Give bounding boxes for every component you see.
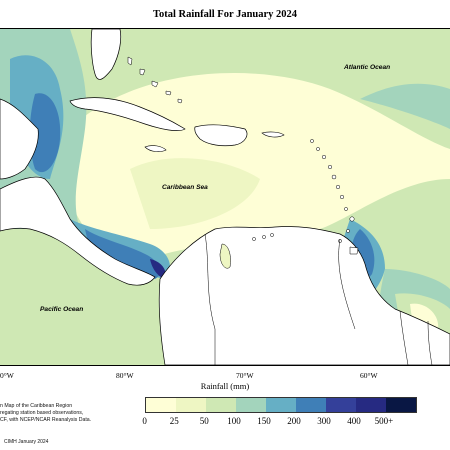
bahamas-islands <box>127 56 183 104</box>
puerto-rico-land <box>261 131 285 138</box>
lesser-antilles-islands <box>252 139 359 255</box>
map-caption: n Map of the Caribbean Region regating s… <box>0 403 120 424</box>
legend-label: 200 <box>287 416 301 426</box>
cuba-land <box>69 97 186 131</box>
rainfall-zone-panama-max <box>150 259 166 279</box>
rainfall-zone-atlantic <box>360 83 450 129</box>
longitude-tick-label: 0°W <box>0 371 14 380</box>
legend-label: 400 <box>347 416 361 426</box>
rainfall-zone-antilles <box>320 143 360 167</box>
longitude-tick-label: 80°W <box>116 371 134 380</box>
legend-swatch <box>296 398 326 412</box>
rainfall-map <box>0 28 450 366</box>
pacific-ocean-label: Pacific Ocean <box>40 306 84 313</box>
rainfall-zone-honduras-gulf <box>29 93 61 173</box>
legend-color-bar <box>145 397 417 413</box>
caribbean-sea-label: Caribbean Sea <box>162 184 208 191</box>
legend-swatch <box>386 398 416 412</box>
legend-swatch <box>176 398 206 412</box>
legend-label: 500+ <box>374 416 394 426</box>
yucatan-land <box>0 98 39 180</box>
credit-text: CIMH January 2024 <box>4 439 49 445</box>
legend-title: Rainfall (mm) <box>200 381 250 391</box>
caption-line: CF, with NCEP/NCAR Reanalysis Data. <box>0 417 92 423</box>
legend-swatch <box>236 398 266 412</box>
longitude-tick-label: 70°W <box>236 371 254 380</box>
lake-maracaibo <box>219 243 231 269</box>
legend-swatch <box>206 398 236 412</box>
rainfall-zone-light <box>130 158 260 229</box>
jamaica-land <box>144 145 167 152</box>
caption-line: regating station based observations, <box>0 410 84 416</box>
legend-label: 50 <box>199 416 209 426</box>
country-borders <box>204 233 433 365</box>
rainfall-map-canvas <box>0 29 450 365</box>
hispaniola-land <box>194 124 248 147</box>
florida-land <box>90 29 122 80</box>
legend-swatch <box>146 398 176 412</box>
atlantic-ocean-label: Atlantic Ocean <box>344 64 391 71</box>
page-title: Total Rainfall For January 2024 <box>152 9 298 20</box>
central-america-land <box>0 176 156 286</box>
legend-label: 100 <box>227 416 241 426</box>
legend-label: 0 <box>142 416 147 426</box>
rainfall-zone-panama-wet <box>85 229 161 279</box>
legend-swatch <box>266 398 296 412</box>
legend-swatch <box>326 398 356 412</box>
caption-line: n Map of the Caribbean Region <box>0 403 73 409</box>
legend-label: 300 <box>317 416 331 426</box>
legend-swatch <box>356 398 386 412</box>
legend-label: 25 <box>169 416 179 426</box>
longitude-tick-label: 60°W <box>360 371 378 380</box>
legend-label: 150 <box>257 416 271 426</box>
